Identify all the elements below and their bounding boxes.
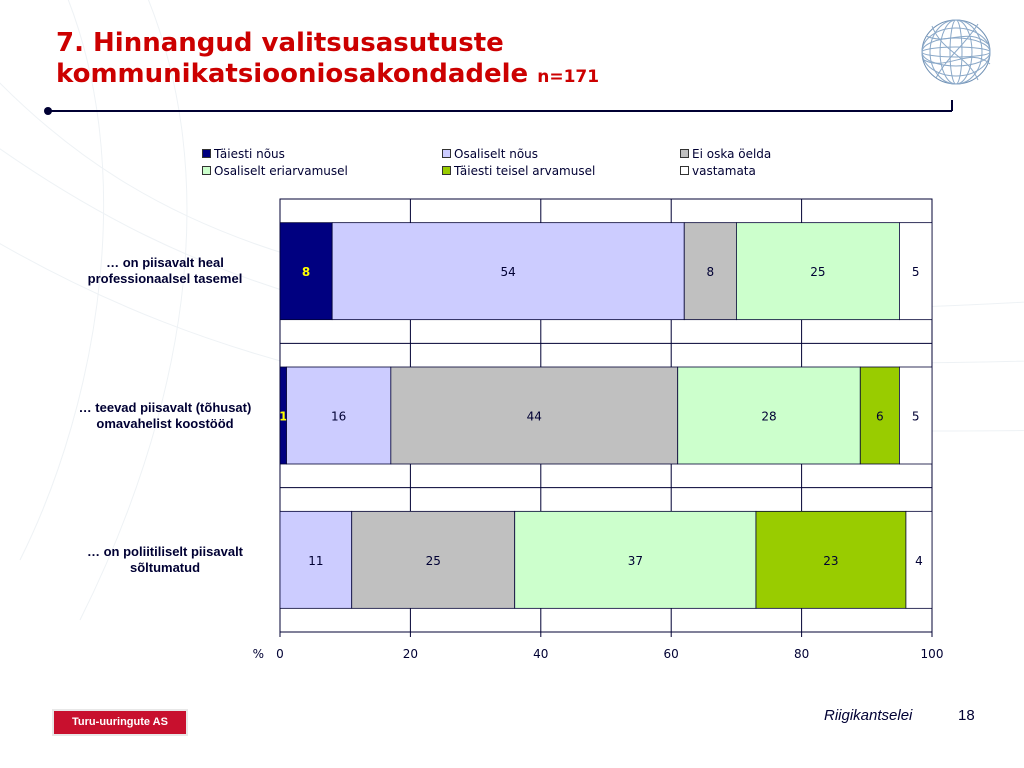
data-label-c2-s3: 37 [628,554,643,568]
bar-c0-s3 [736,222,900,321]
bar-c2-s1 [279,510,353,609]
bar-c1-s1 [286,366,392,465]
slide-title: 7. Hinnangud valitsusasutuste kommunikat… [56,28,599,93]
footer-organization: Riigikantselei [824,707,913,724]
bar-c2-s2 [351,510,516,609]
data-label-c0-s0: 8 [302,265,310,279]
legend-swatch-4 [442,166,451,175]
x-tick-label-20: 20 [403,647,418,661]
bar-c0-s1 [331,222,685,321]
bar-c2-s3 [514,510,757,609]
data-label-c0-s5: 5 [912,265,920,279]
bar-c1-s2 [390,366,679,465]
legend-label-5: vastamata [692,164,756,178]
legend-item-5: vastamata [680,163,756,179]
title-line-1: 7. Hinnangud valitsusasutuste [56,28,504,58]
bar-c0-s5 [899,222,933,321]
bar-c1-s3 [677,366,861,465]
data-label-c2-s1: 11 [308,554,323,568]
legend-item-3: Osaliselt eriarvamusel [202,163,348,179]
data-label-c1-s2: 44 [527,410,542,424]
legend-swatch-2 [680,149,689,158]
bar-c0-s0 [279,222,333,321]
legend-item-0: Täiesti nõus [202,146,285,162]
bar-c1-s4 [859,366,900,465]
legend-item-2: Ei oska öelda [680,146,771,162]
data-label-c1-s0: 1 [279,410,287,424]
legend-label-1: Osaliselt nõus [454,147,539,161]
title-line-2: kommunikatsiooniosakondadele [56,59,529,89]
category-label-1: … teevad piisavalt (tõhusat) omavahelist… [78,399,252,431]
data-label-c0-s1: 54 [501,265,516,279]
legend-swatch-5 [680,166,689,175]
legend-item-1: Osaliselt nõus [442,146,538,162]
data-label-c1-s5: 5 [912,410,920,424]
title-rule [44,100,953,115]
bar-c2-s5 [905,510,933,609]
x-tick-label-0: 0 [276,647,284,661]
data-label-c1-s3: 28 [761,410,776,424]
x-tick-label-100: 100 [921,647,944,661]
data-label-c2-s2: 25 [426,554,441,568]
legend-label-3: Osaliselt eriarvamusel [214,164,348,178]
x-axis-label: % [253,647,264,661]
chart-legend: Täiesti nõus Osaliselt nõus Ei oska öelda O… [202,146,802,186]
category-label-2: … on poliitiliselt piisavalt sõltumatud [86,543,244,575]
bar-c0-s2 [683,222,737,321]
legend-label-4: Täiesti teisel arvamusel [454,164,596,178]
x-tick-label-60: 60 [664,647,679,661]
legend-item-4: Täiesti teisel arvamusel [442,163,595,179]
legend-swatch-0 [202,149,211,158]
title-sample-size: n=171 [537,67,600,87]
x-tick-label-80: 80 [794,647,809,661]
legend-label-0: Täiesti nõus [214,147,285,161]
data-label-c0-s2: 8 [706,265,714,279]
data-label-c0-s3: 25 [810,265,825,279]
legend-swatch-3 [202,166,211,175]
company-logo: Turu-uuringute AS [52,709,188,736]
bar-c1-s5 [899,366,933,465]
data-label-c2-s4: 23 [823,554,838,568]
x-tick-label-40: 40 [533,647,548,661]
data-label-c1-s1: 16 [331,410,346,424]
legend-swatch-1 [442,149,451,158]
data-label-c2-s5: 4 [915,554,923,568]
data-label-c1-s4: 6 [876,410,884,424]
category-label-0: … on piisavalt heal professionaalsel tas… [87,255,243,287]
globe-logo-icon [921,19,991,85]
page-number: 18 [958,707,975,724]
bar-c2-s4 [755,510,907,609]
legend-label-2: Ei oska öelda [692,147,772,161]
